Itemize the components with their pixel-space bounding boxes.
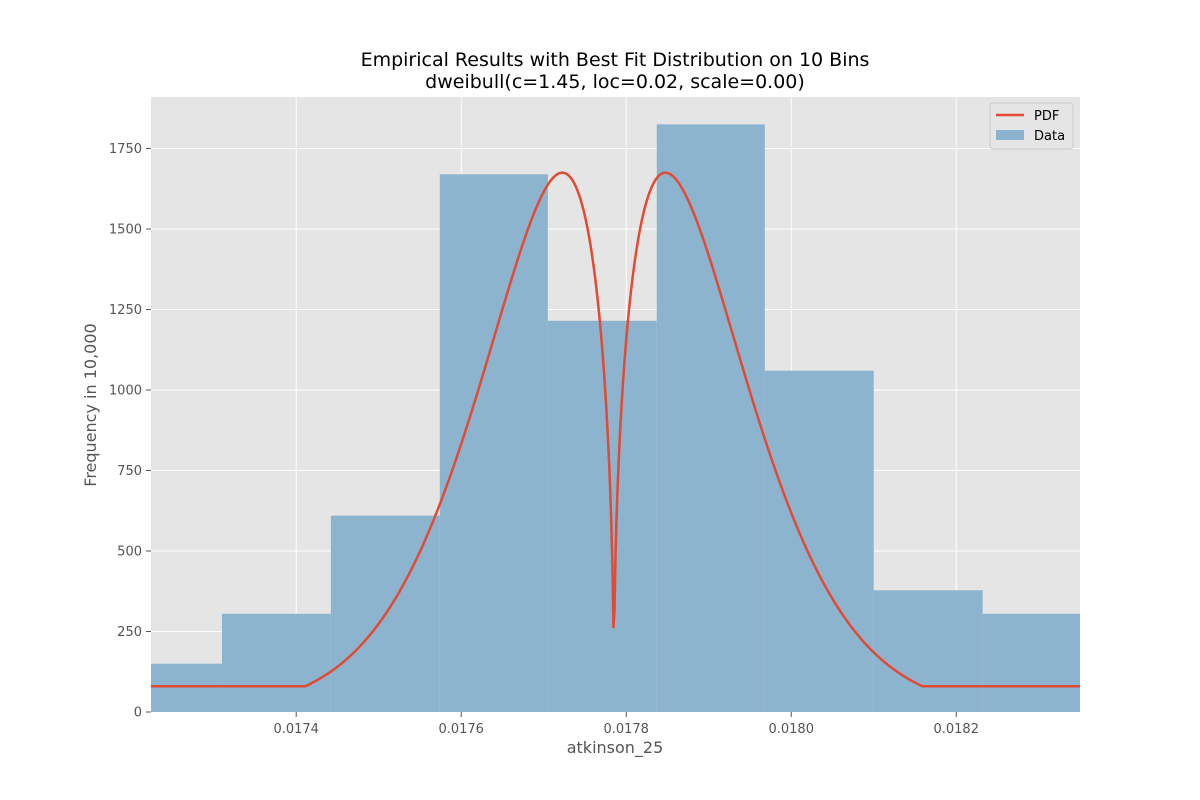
y-tick-label: 250: [117, 625, 142, 640]
y-tick-label: 0: [134, 706, 142, 721]
histogram-bar: [151, 663, 222, 712]
histogram-bar: [221, 613, 331, 712]
y-tick-label: 1250: [109, 303, 142, 318]
pdf-line: [151, 171, 1080, 688]
y-tick-label: 750: [117, 464, 142, 479]
chart-legend: PDF Data: [989, 102, 1074, 150]
histogram-bar: [873, 590, 983, 712]
x-tick-label: 0.0178: [603, 722, 649, 737]
x-tick-label: 0.0182: [933, 722, 979, 737]
y-tick-label: 500: [117, 545, 142, 560]
y-axis-label: Frequency in 10,000: [81, 323, 100, 486]
histogram-bar: [982, 613, 1080, 712]
histogram-bar: [547, 320, 657, 712]
axis-ticks: 0.0174 0.0176 0.0178 0.0180 0.0182 0 250 500 750…: [109, 142, 979, 737]
x-axis-label: atkinson_25: [567, 738, 664, 758]
y-tick-label: 1750: [109, 142, 142, 157]
x-tick-label: 0.0176: [438, 722, 484, 737]
legend-data-label: Data: [1034, 129, 1065, 144]
y-tick-label: 1000: [109, 384, 142, 399]
legend-pdf-label: PDF: [1034, 109, 1059, 124]
legend-data-swatch: [996, 130, 1024, 140]
chart-title: Empirical Results with Best Fit Distribu…: [361, 49, 870, 71]
chart-subtitle: dweibull(c=1.45, loc=0.02, scale=0.00): [425, 71, 805, 93]
x-tick-label: 0.0180: [768, 722, 814, 737]
histogram-bars: [151, 124, 1080, 713]
histogram-bar: [764, 370, 874, 712]
histogram-bar: [656, 124, 765, 712]
y-tick-label: 1500: [109, 223, 142, 238]
x-tick-label: 0.0174: [273, 722, 319, 737]
histogram-bar: [439, 174, 548, 713]
